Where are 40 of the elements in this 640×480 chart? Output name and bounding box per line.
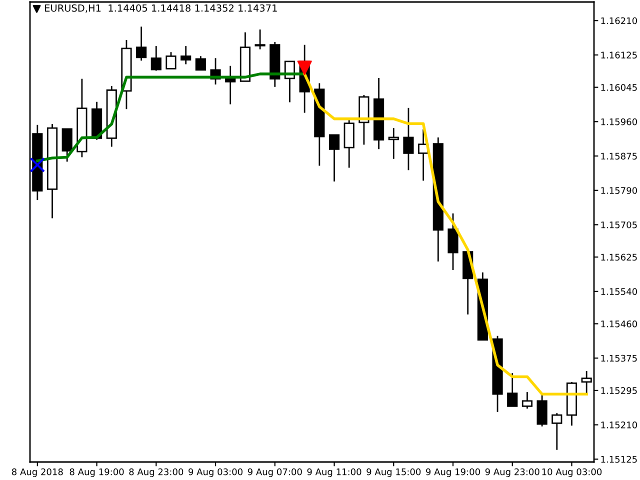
x-tick-label: 9 Aug 03:00 (188, 468, 242, 477)
y-tick-label: 1.15540 (601, 288, 637, 295)
y-tick-label: 1.15625 (601, 254, 637, 261)
candlestick (328, 134, 340, 182)
x-tick-label: 9 Aug 11:00 (307, 468, 362, 477)
chart-title: EURUSD,H1 1.14405 1.14418 1.14352 1.14371 (45, 4, 277, 13)
y-tick-label: 1.16045 (601, 84, 637, 91)
candlestick (180, 45, 192, 65)
candlestick (136, 26, 147, 62)
candlestick (62, 128, 72, 162)
y-tick-label: 1.16125 (601, 52, 637, 59)
y-tick-label: 1.15295 (601, 387, 637, 394)
x-tick-label: 8 Aug 2018 (12, 468, 63, 477)
x-tick-label: 8 Aug 23:00 (129, 468, 184, 477)
y-tick-label: 1.15210 (601, 422, 637, 428)
candlestick (254, 28, 266, 50)
y-tick-label: 1.15125 (601, 456, 637, 463)
candlestick (552, 412, 562, 451)
y-tick-label: 1.15460 (601, 320, 637, 328)
y-tick-label: 1.16210 (601, 17, 637, 24)
candlestick (388, 127, 399, 160)
y-tick-label: 1.15875 (601, 152, 637, 160)
x-tick-label: 9 Aug 15:00 (366, 468, 421, 477)
candlestick (522, 391, 533, 410)
y-tick-label: 1.15790 (601, 187, 637, 194)
candlestick (403, 107, 414, 171)
candlestick (150, 45, 162, 72)
y-tick-label: 1.15375 (601, 354, 637, 362)
y-tick-label: 1.15960 (601, 118, 637, 126)
candlestick (448, 212, 458, 271)
x-tick-label: 9 Aug 23:00 (485, 468, 540, 477)
x-tick-label: 10 Aug 03:00 (542, 468, 602, 477)
x-tick-label: 8 Aug 19:00 (70, 468, 124, 477)
candlestick (195, 55, 206, 71)
candlestick (166, 51, 176, 70)
candlestick (536, 392, 548, 428)
candlestick (507, 372, 518, 407)
y-tick-label: 1.15705 (601, 221, 637, 228)
x-tick-label: 9 Aug 19:00 (426, 468, 480, 477)
x-tick-label: 9 Aug 07:00 (248, 468, 302, 477)
